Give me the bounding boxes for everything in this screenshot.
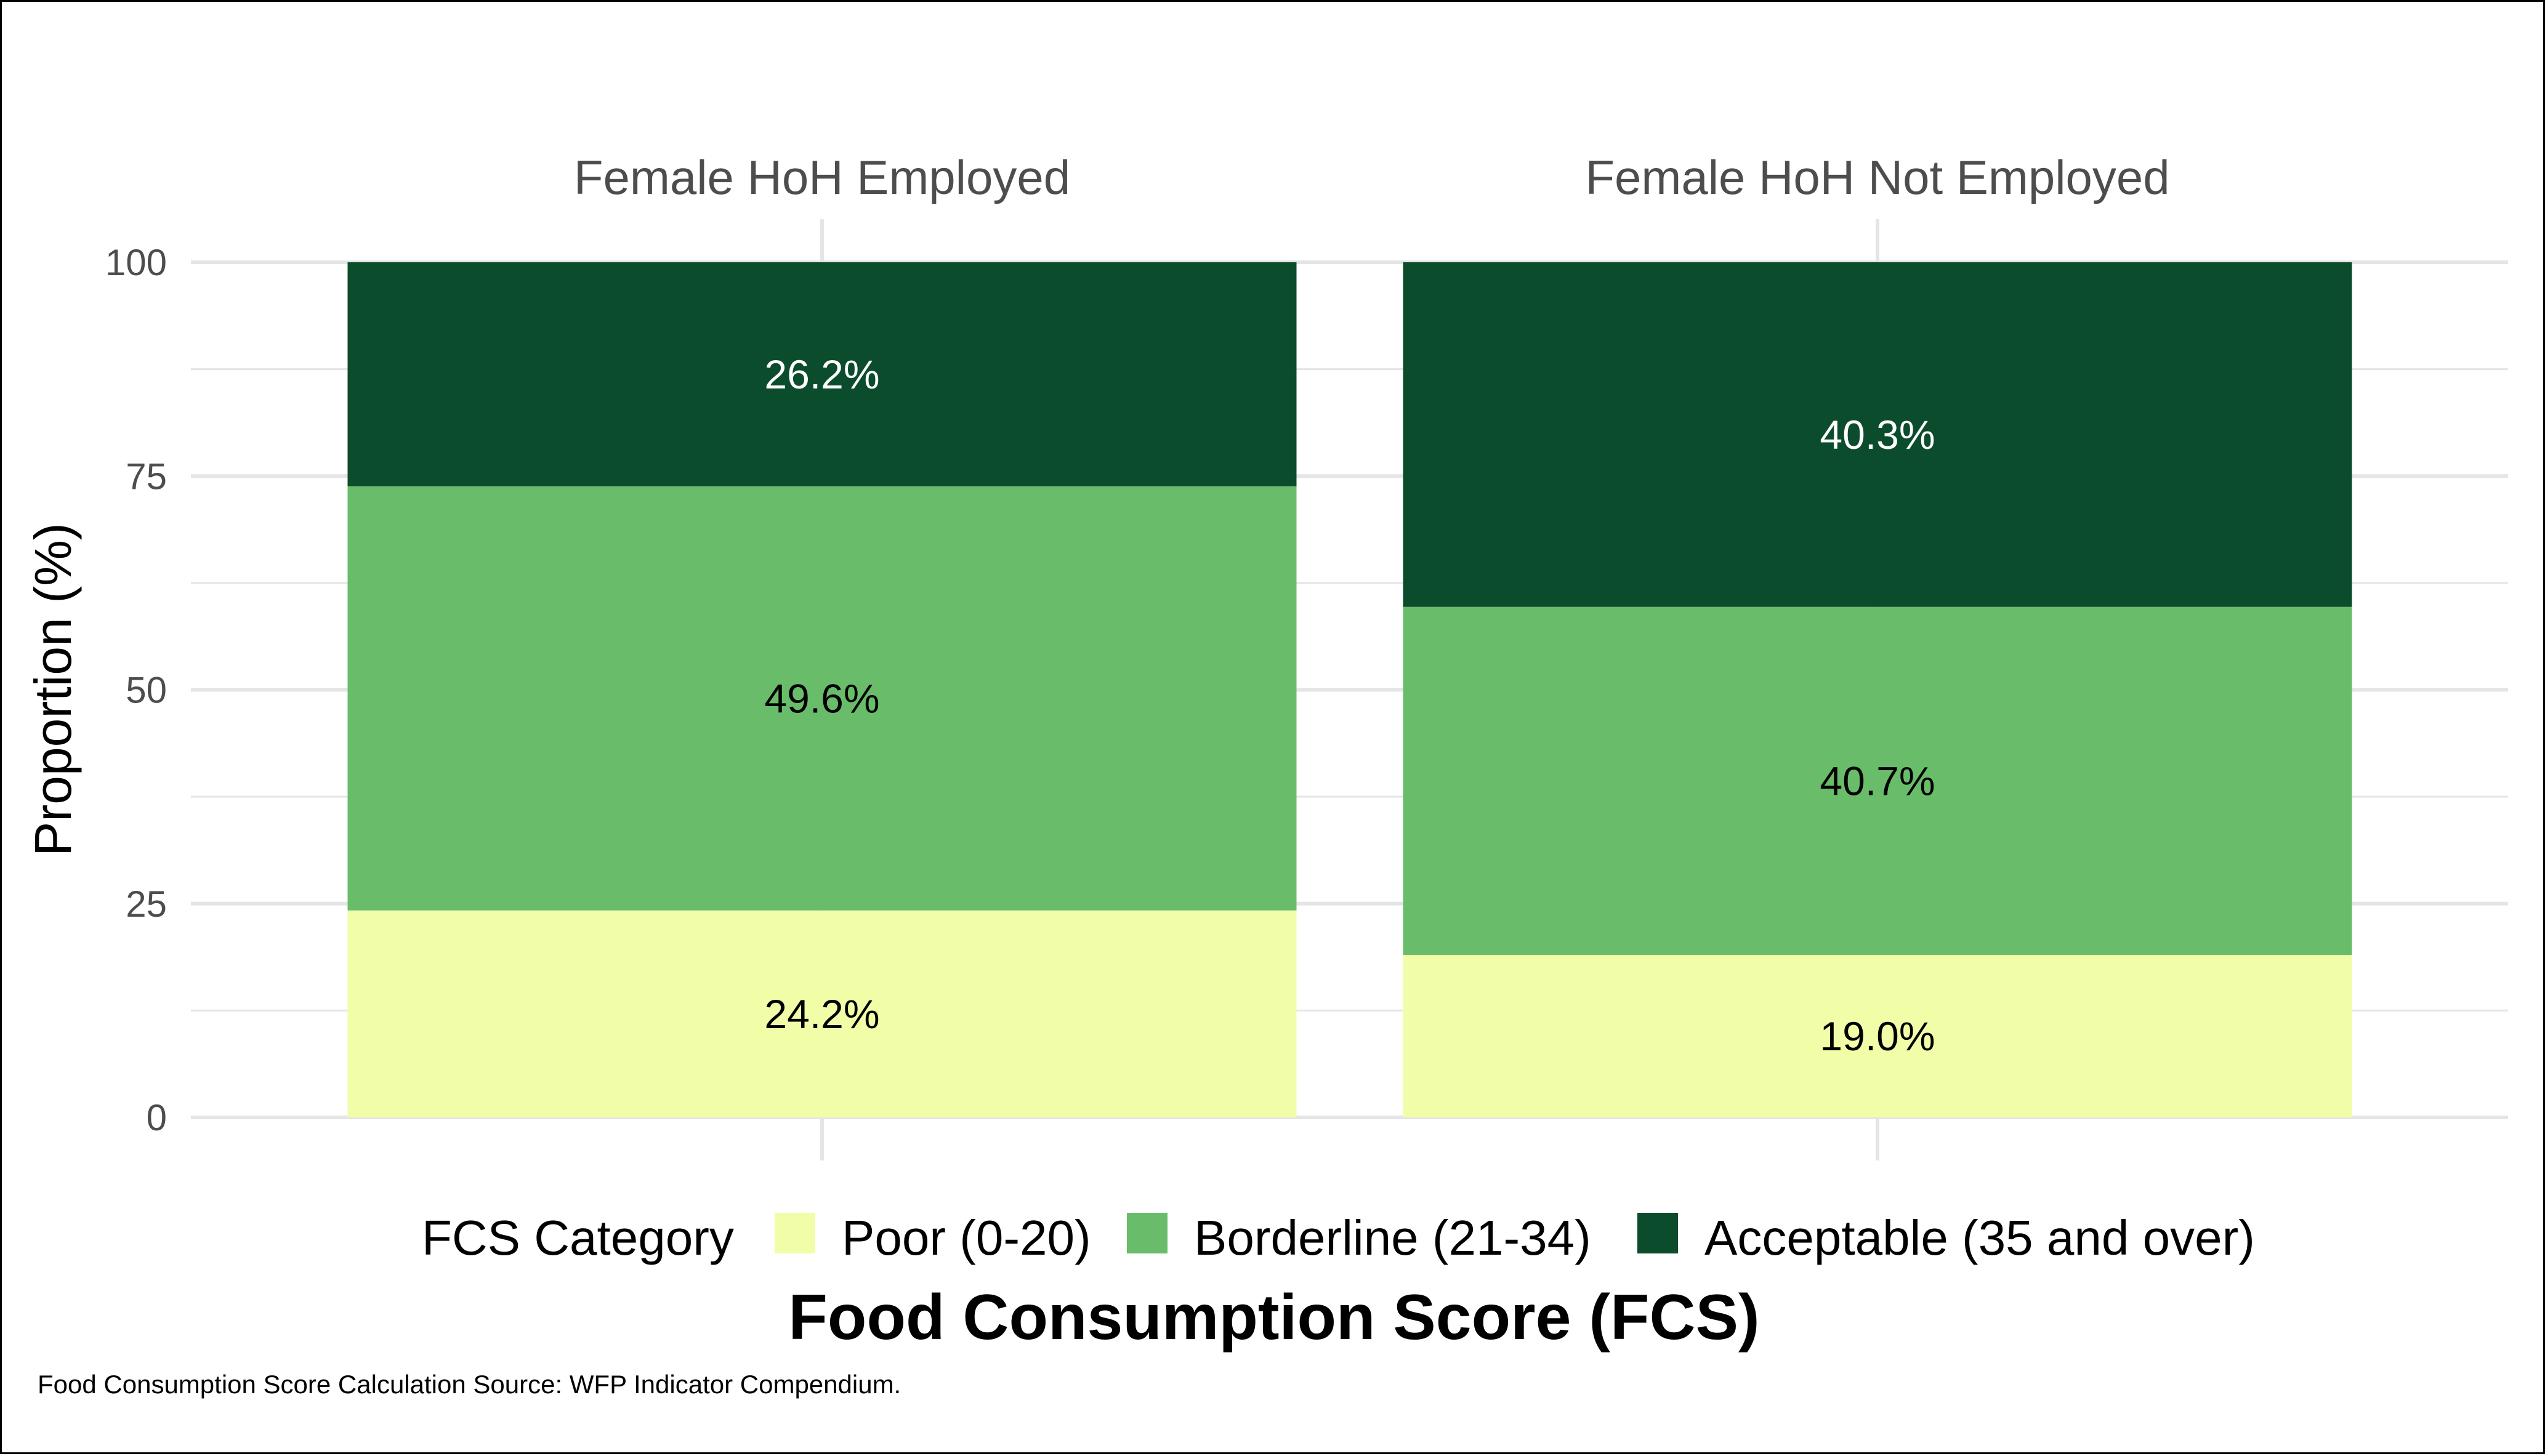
data-label: 40.3%	[1820, 412, 1935, 457]
legend-key	[1127, 1213, 1168, 1253]
legend-key	[775, 1213, 815, 1253]
y-tick-label: 75	[126, 456, 167, 497]
facet-label: Female HoH Employed	[574, 150, 1070, 204]
bar-segment	[347, 262, 1297, 486]
y-tick-label: 100	[105, 242, 167, 283]
legend-item-label: Poor (0-20)	[842, 1210, 1091, 1265]
y-axis: Proportion (%) 0 25 50 75 100	[24, 242, 167, 1138]
source-caption: Food Consumption Score Calculation Sourc…	[38, 1370, 901, 1399]
legend-title: FCS Category	[422, 1210, 734, 1265]
data-label: 40.7%	[1820, 758, 1935, 803]
x-axis-title: Food Consumption Score (FCS)	[788, 1282, 1759, 1353]
legend-item-label: Borderline (21-34)	[1194, 1210, 1591, 1265]
bar-segment	[1403, 606, 2352, 955]
facet-labels: Female HoH Employed Female HoH Not Employ…	[574, 150, 2170, 204]
legend-item-label: Acceptable (35 and over)	[1704, 1210, 2255, 1265]
data-label: 24.2%	[764, 991, 879, 1037]
bar-segment	[1403, 262, 2352, 607]
y-tick-label: 25	[126, 883, 167, 925]
legend: FCS Category Poor (0-20) Borderline (21-3…	[422, 1210, 2255, 1265]
bars: 24.2% 49.6% 26.2% 19.0% 40.7% 40.3%	[347, 262, 2352, 1117]
bar-segment	[347, 486, 1297, 911]
y-tick-label: 50	[126, 670, 167, 711]
data-label: 49.6%	[764, 675, 879, 721]
facet-label: Female HoH Not Employed	[1585, 150, 2169, 204]
legend-key	[1637, 1213, 1678, 1253]
data-label: 26.2%	[764, 352, 879, 397]
bar-segment	[1403, 955, 2352, 1117]
y-axis-title: Proportion (%)	[24, 523, 82, 856]
y-tick-label: 0	[147, 1097, 167, 1138]
bar-segment	[347, 910, 1297, 1117]
data-label: 19.0%	[1820, 1013, 1935, 1059]
